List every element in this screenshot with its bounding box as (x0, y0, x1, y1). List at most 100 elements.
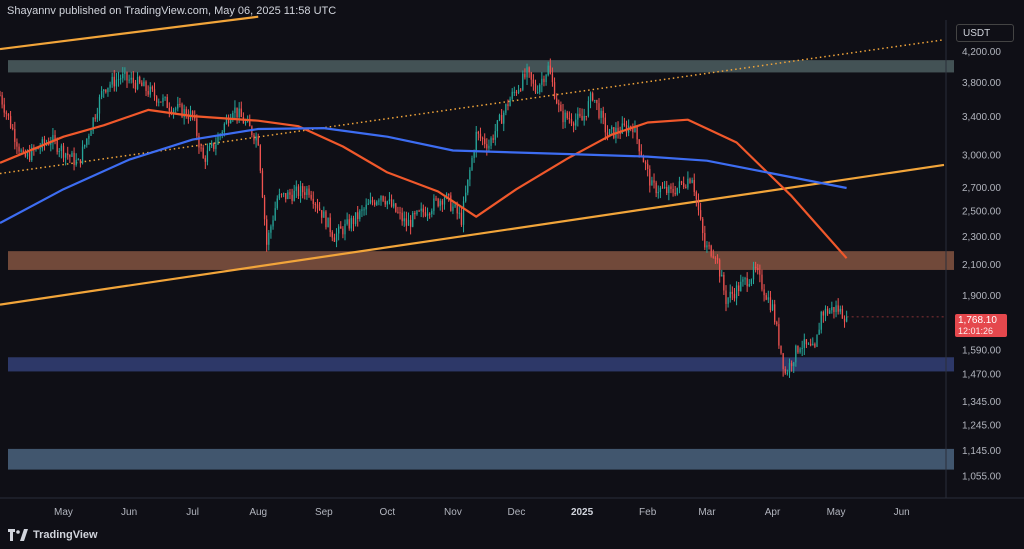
candle-body (179, 104, 181, 106)
candle-body (164, 97, 166, 99)
candle-body (117, 79, 120, 81)
candle-body (172, 109, 175, 114)
candle-body (407, 219, 410, 226)
candle-body (363, 209, 365, 211)
candle-body (234, 107, 236, 113)
candle-body (826, 308, 829, 314)
candle-body (162, 97, 164, 102)
candle-body (107, 87, 109, 93)
candle-body (549, 65, 551, 74)
candle-body (401, 212, 403, 222)
candle-body (640, 151, 642, 157)
candle-body (147, 90, 149, 95)
time-tick-label: Jun (894, 507, 910, 518)
candle-body (670, 186, 672, 190)
candle-body (494, 131, 496, 140)
candle-body (141, 82, 143, 87)
currency-selector[interactable]: USDT (956, 24, 1014, 42)
candle-body (532, 79, 535, 84)
candle-body (539, 84, 541, 92)
candle-body (617, 127, 619, 133)
time-tick-label: Jun (121, 507, 137, 518)
candle-body (536, 91, 539, 93)
candle-body (382, 196, 384, 201)
candle-body (767, 297, 769, 300)
price-tick-label: 2,300.00 (962, 232, 1001, 243)
candle-body (403, 218, 405, 222)
candle-body (56, 139, 58, 152)
candle-body (103, 89, 105, 92)
candle-body (198, 135, 200, 148)
candle-body (754, 266, 757, 269)
candle-body (505, 104, 507, 113)
candle-body (348, 219, 350, 229)
candle-body (96, 113, 99, 119)
candle-body (71, 152, 73, 157)
candle-body (602, 110, 604, 118)
candle-body (695, 191, 698, 200)
candle-body (611, 127, 613, 130)
candle-body (778, 324, 780, 346)
candle-body (321, 210, 323, 218)
time-tick-label: Aug (249, 507, 267, 518)
candle-body (460, 212, 463, 225)
candle-body (7, 113, 10, 117)
candle-body (100, 91, 103, 98)
candle-body (318, 208, 321, 211)
candle-body (543, 78, 545, 83)
brand-footer[interactable]: TradingView (8, 529, 98, 541)
candle-body (680, 181, 683, 183)
candle-body (596, 99, 598, 104)
candle-body (448, 193, 450, 196)
candle-body (822, 311, 825, 316)
candle-body (712, 256, 714, 258)
support-zone-bottom (8, 448, 954, 470)
candle-body (666, 186, 668, 193)
time-tick-label: Oct (380, 507, 396, 518)
price-tick-label: 1,470.00 (962, 370, 1001, 381)
candle-body (693, 180, 695, 192)
candle-body (556, 98, 558, 104)
publisher-header: Shayannv published on TradingView.com, M… (7, 5, 337, 17)
candle-body (710, 245, 712, 257)
candle-body (208, 146, 211, 151)
candle-body (340, 226, 342, 229)
candle-body (623, 123, 626, 126)
candle-body (716, 258, 719, 260)
candle-body (384, 200, 386, 205)
time-tick-label: May (54, 507, 73, 518)
candle-body (325, 211, 327, 228)
candle-body (196, 118, 198, 136)
candle-body (481, 137, 484, 139)
candle-body (52, 135, 54, 143)
candle-body (809, 343, 812, 346)
candle-body (352, 218, 355, 224)
candle-body (801, 347, 803, 349)
candle-body (39, 148, 41, 150)
candle-body (672, 189, 674, 193)
candle-body (644, 162, 647, 164)
candle-body (31, 147, 33, 161)
candle-body (534, 83, 537, 93)
candle-body (477, 131, 480, 134)
candle-body (390, 199, 393, 207)
candle-body (439, 200, 441, 207)
candle-body (621, 123, 623, 134)
candle-body (211, 142, 213, 147)
candle-body (780, 345, 782, 354)
candle-body (458, 212, 460, 214)
candle-body (812, 343, 814, 346)
price-tick-label: 2,500.00 (962, 207, 1001, 218)
candle-body (24, 152, 27, 157)
candle-body (740, 281, 742, 292)
candle-body (541, 78, 543, 85)
price-tick-label: 1,345.00 (962, 397, 1001, 408)
candle-body (528, 67, 530, 73)
candle-body (9, 116, 12, 128)
candle-body (634, 126, 636, 133)
candle-body (367, 203, 369, 205)
candle-body (359, 210, 361, 219)
price-tick-label: 3,000.00 (962, 151, 1001, 162)
